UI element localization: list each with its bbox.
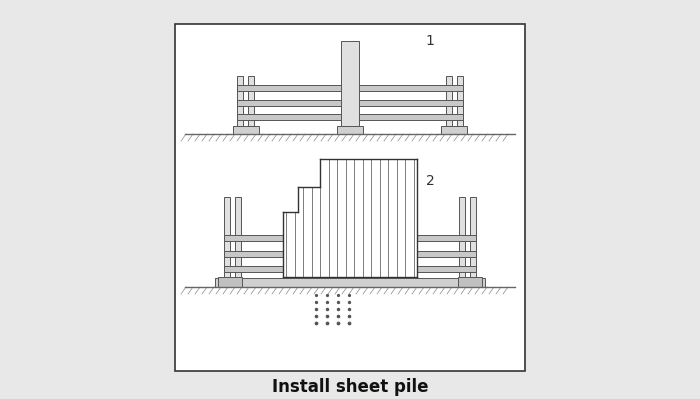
- Bar: [215, 278, 485, 287]
- Bar: [470, 197, 476, 277]
- Text: 2: 2: [426, 174, 435, 188]
- Bar: [446, 76, 452, 126]
- Bar: [237, 114, 463, 120]
- Bar: [233, 126, 259, 134]
- Bar: [298, 187, 417, 212]
- Bar: [457, 76, 463, 126]
- Bar: [224, 197, 230, 277]
- Bar: [459, 197, 465, 277]
- Text: Install sheet pile: Install sheet pile: [272, 378, 428, 396]
- Bar: [224, 251, 476, 257]
- Bar: [237, 76, 243, 126]
- Bar: [337, 126, 363, 134]
- Bar: [248, 76, 254, 126]
- Bar: [458, 277, 482, 287]
- Bar: [175, 24, 525, 371]
- Bar: [283, 212, 417, 277]
- Bar: [441, 126, 467, 134]
- Bar: [237, 85, 463, 91]
- Bar: [341, 41, 359, 126]
- Bar: [320, 159, 417, 187]
- Bar: [235, 197, 241, 277]
- Text: 1: 1: [426, 34, 435, 48]
- Bar: [224, 235, 476, 241]
- Bar: [218, 277, 242, 287]
- Bar: [237, 100, 463, 106]
- Bar: [224, 266, 476, 272]
